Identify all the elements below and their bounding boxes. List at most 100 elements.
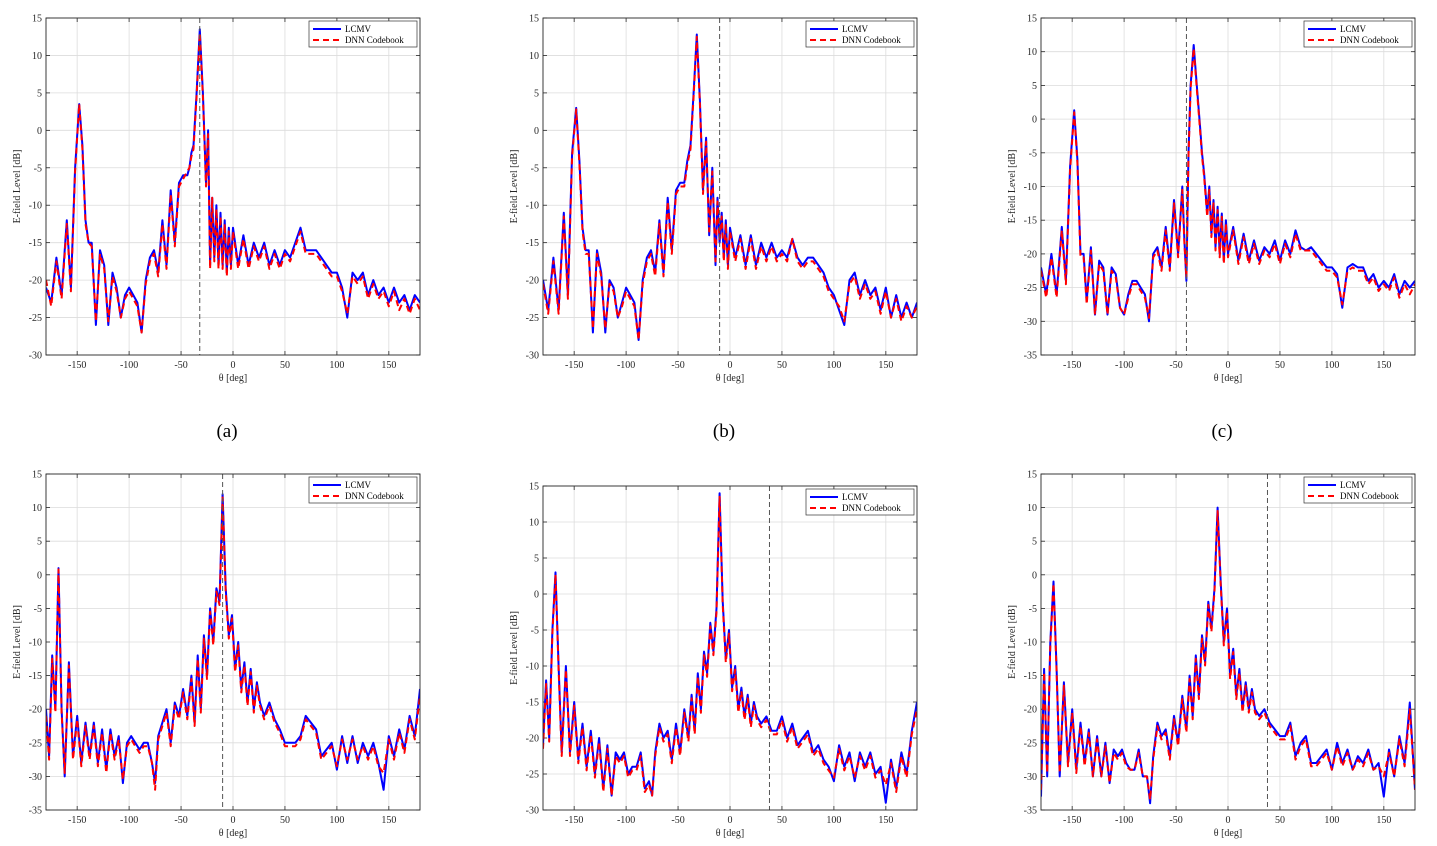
legend-label: DNN Codebook xyxy=(842,35,901,45)
legend-label: DNN Codebook xyxy=(345,35,404,45)
legend-label: LCMV xyxy=(842,24,869,34)
x-tick-label: 100 xyxy=(1324,360,1339,371)
y-tick-label: -5 xyxy=(1029,148,1037,159)
x-tick-label: -100 xyxy=(617,815,635,826)
y-tick-label: -20 xyxy=(29,276,42,287)
y-tick-label: -15 xyxy=(526,238,539,249)
chart-panel-2: -150 -100 -50 0 50 100 150-30-25-20-15-10-5051… xyxy=(509,14,918,442)
panel-caption: (c) xyxy=(1211,421,1232,442)
x-tick-label: 0 xyxy=(728,360,733,371)
x-tick-label: -150 xyxy=(68,815,86,826)
x-axis-label: θ [deg] xyxy=(716,373,744,384)
x-tick-label: 150 xyxy=(1376,360,1391,371)
y-tick-label: -20 xyxy=(29,705,42,716)
x-tick-label: -100 xyxy=(120,815,138,826)
y-tick-label: -15 xyxy=(1024,671,1037,682)
y-tick-label: 0 xyxy=(534,590,539,601)
x-tick-label: 150 xyxy=(381,360,396,371)
x-tick-label: -150 xyxy=(1063,815,1081,826)
y-tick-label: -20 xyxy=(1024,249,1037,260)
axes-box xyxy=(45,17,421,356)
x-tick-label: 0 xyxy=(231,360,236,371)
x-tick-label: 50 xyxy=(777,360,787,371)
y-tick-label: 0 xyxy=(37,570,42,581)
chart-panel-5: -150 -100 -50 0 50 100 150-30-25-20-15-10-5051… xyxy=(509,482,918,839)
series-line-lcmv xyxy=(1041,44,1415,323)
x-tick-label: -150 xyxy=(565,815,583,826)
legend-label: DNN Codebook xyxy=(1340,491,1399,501)
x-tick-label: 0 xyxy=(728,815,733,826)
y-tick-label: 5 xyxy=(1032,81,1037,92)
y-tick-label: -20 xyxy=(526,734,539,745)
legend-label: LCMV xyxy=(345,24,372,34)
y-tick-label: 15 xyxy=(1027,470,1037,481)
x-tick-label: 100 xyxy=(329,815,344,826)
y-axis-label: E-field Level [dB] xyxy=(1007,150,1018,224)
axes-box xyxy=(45,473,421,811)
y-tick-label: -15 xyxy=(29,671,42,682)
y-tick-label: -25 xyxy=(29,313,42,324)
x-tick-label: -100 xyxy=(120,360,138,371)
x-tick-label: 50 xyxy=(1275,360,1285,371)
legend-box xyxy=(1303,476,1413,504)
axes-box xyxy=(1040,473,1416,811)
y-tick-label: -5 xyxy=(1029,604,1037,615)
chart-panel-6: -150 -100 -50 0 50 100 150-35-30-25-20-15-10-5… xyxy=(1007,470,1416,839)
y-tick-label: -30 xyxy=(526,351,539,362)
legend-box xyxy=(805,20,915,48)
x-tick-label: -100 xyxy=(1115,815,1133,826)
x-tick-label: 0 xyxy=(1226,360,1231,371)
y-tick-label: -25 xyxy=(1024,738,1037,749)
axes-box xyxy=(542,485,918,811)
y-tick-label: 5 xyxy=(534,88,539,99)
y-tick-label: 0 xyxy=(37,126,42,137)
y-tick-label: 10 xyxy=(32,51,42,62)
x-tick-label: 50 xyxy=(280,815,290,826)
y-tick-label: -25 xyxy=(29,738,42,749)
x-tick-label: -150 xyxy=(565,360,583,371)
x-tick-label: -50 xyxy=(174,815,187,826)
y-tick-label: 10 xyxy=(529,51,539,62)
y-tick-label: -10 xyxy=(1024,182,1037,193)
y-tick-label: 10 xyxy=(1027,47,1037,58)
y-tick-label: 15 xyxy=(32,470,42,481)
y-tick-label: 5 xyxy=(37,88,42,99)
series-line-dnn-codebook xyxy=(46,496,420,791)
x-tick-label: 100 xyxy=(329,360,344,371)
y-tick-label: 10 xyxy=(32,503,42,514)
series-line-dnn-codebook xyxy=(46,32,420,334)
legend-box xyxy=(308,476,418,504)
y-tick-label: -10 xyxy=(526,201,539,212)
x-tick-label: 0 xyxy=(231,815,236,826)
x-tick-label: -50 xyxy=(174,360,187,371)
legend-box xyxy=(805,488,915,516)
legend-label: LCMV xyxy=(842,492,869,502)
y-tick-label: -30 xyxy=(1024,772,1037,783)
legend-label: LCMV xyxy=(345,480,372,490)
y-tick-label: 15 xyxy=(32,14,42,25)
x-tick-label: 100 xyxy=(826,360,841,371)
series-line-lcmv xyxy=(46,493,420,791)
y-tick-label: 0 xyxy=(1032,115,1037,126)
axes-box xyxy=(542,17,918,356)
y-tick-label: -15 xyxy=(1024,216,1037,227)
x-axis-label: θ [deg] xyxy=(219,828,247,839)
y-tick-label: -25 xyxy=(1024,283,1037,294)
y-tick-label: -25 xyxy=(526,313,539,324)
x-tick-label: 100 xyxy=(1324,815,1339,826)
y-tick-label: -5 xyxy=(34,604,42,615)
y-tick-label: 0 xyxy=(534,126,539,137)
y-tick-label: -10 xyxy=(526,662,539,673)
y-tick-label: -30 xyxy=(29,772,42,783)
legend-label: DNN Codebook xyxy=(345,491,404,501)
x-tick-label: 50 xyxy=(777,815,787,826)
y-tick-label: -20 xyxy=(1024,705,1037,716)
x-tick-label: 50 xyxy=(280,360,290,371)
y-tick-label: -35 xyxy=(1024,351,1037,362)
chart-panel-4: -150 -100 -50 0 50 100 150-35-30-25-20-15-10-5… xyxy=(12,470,421,839)
